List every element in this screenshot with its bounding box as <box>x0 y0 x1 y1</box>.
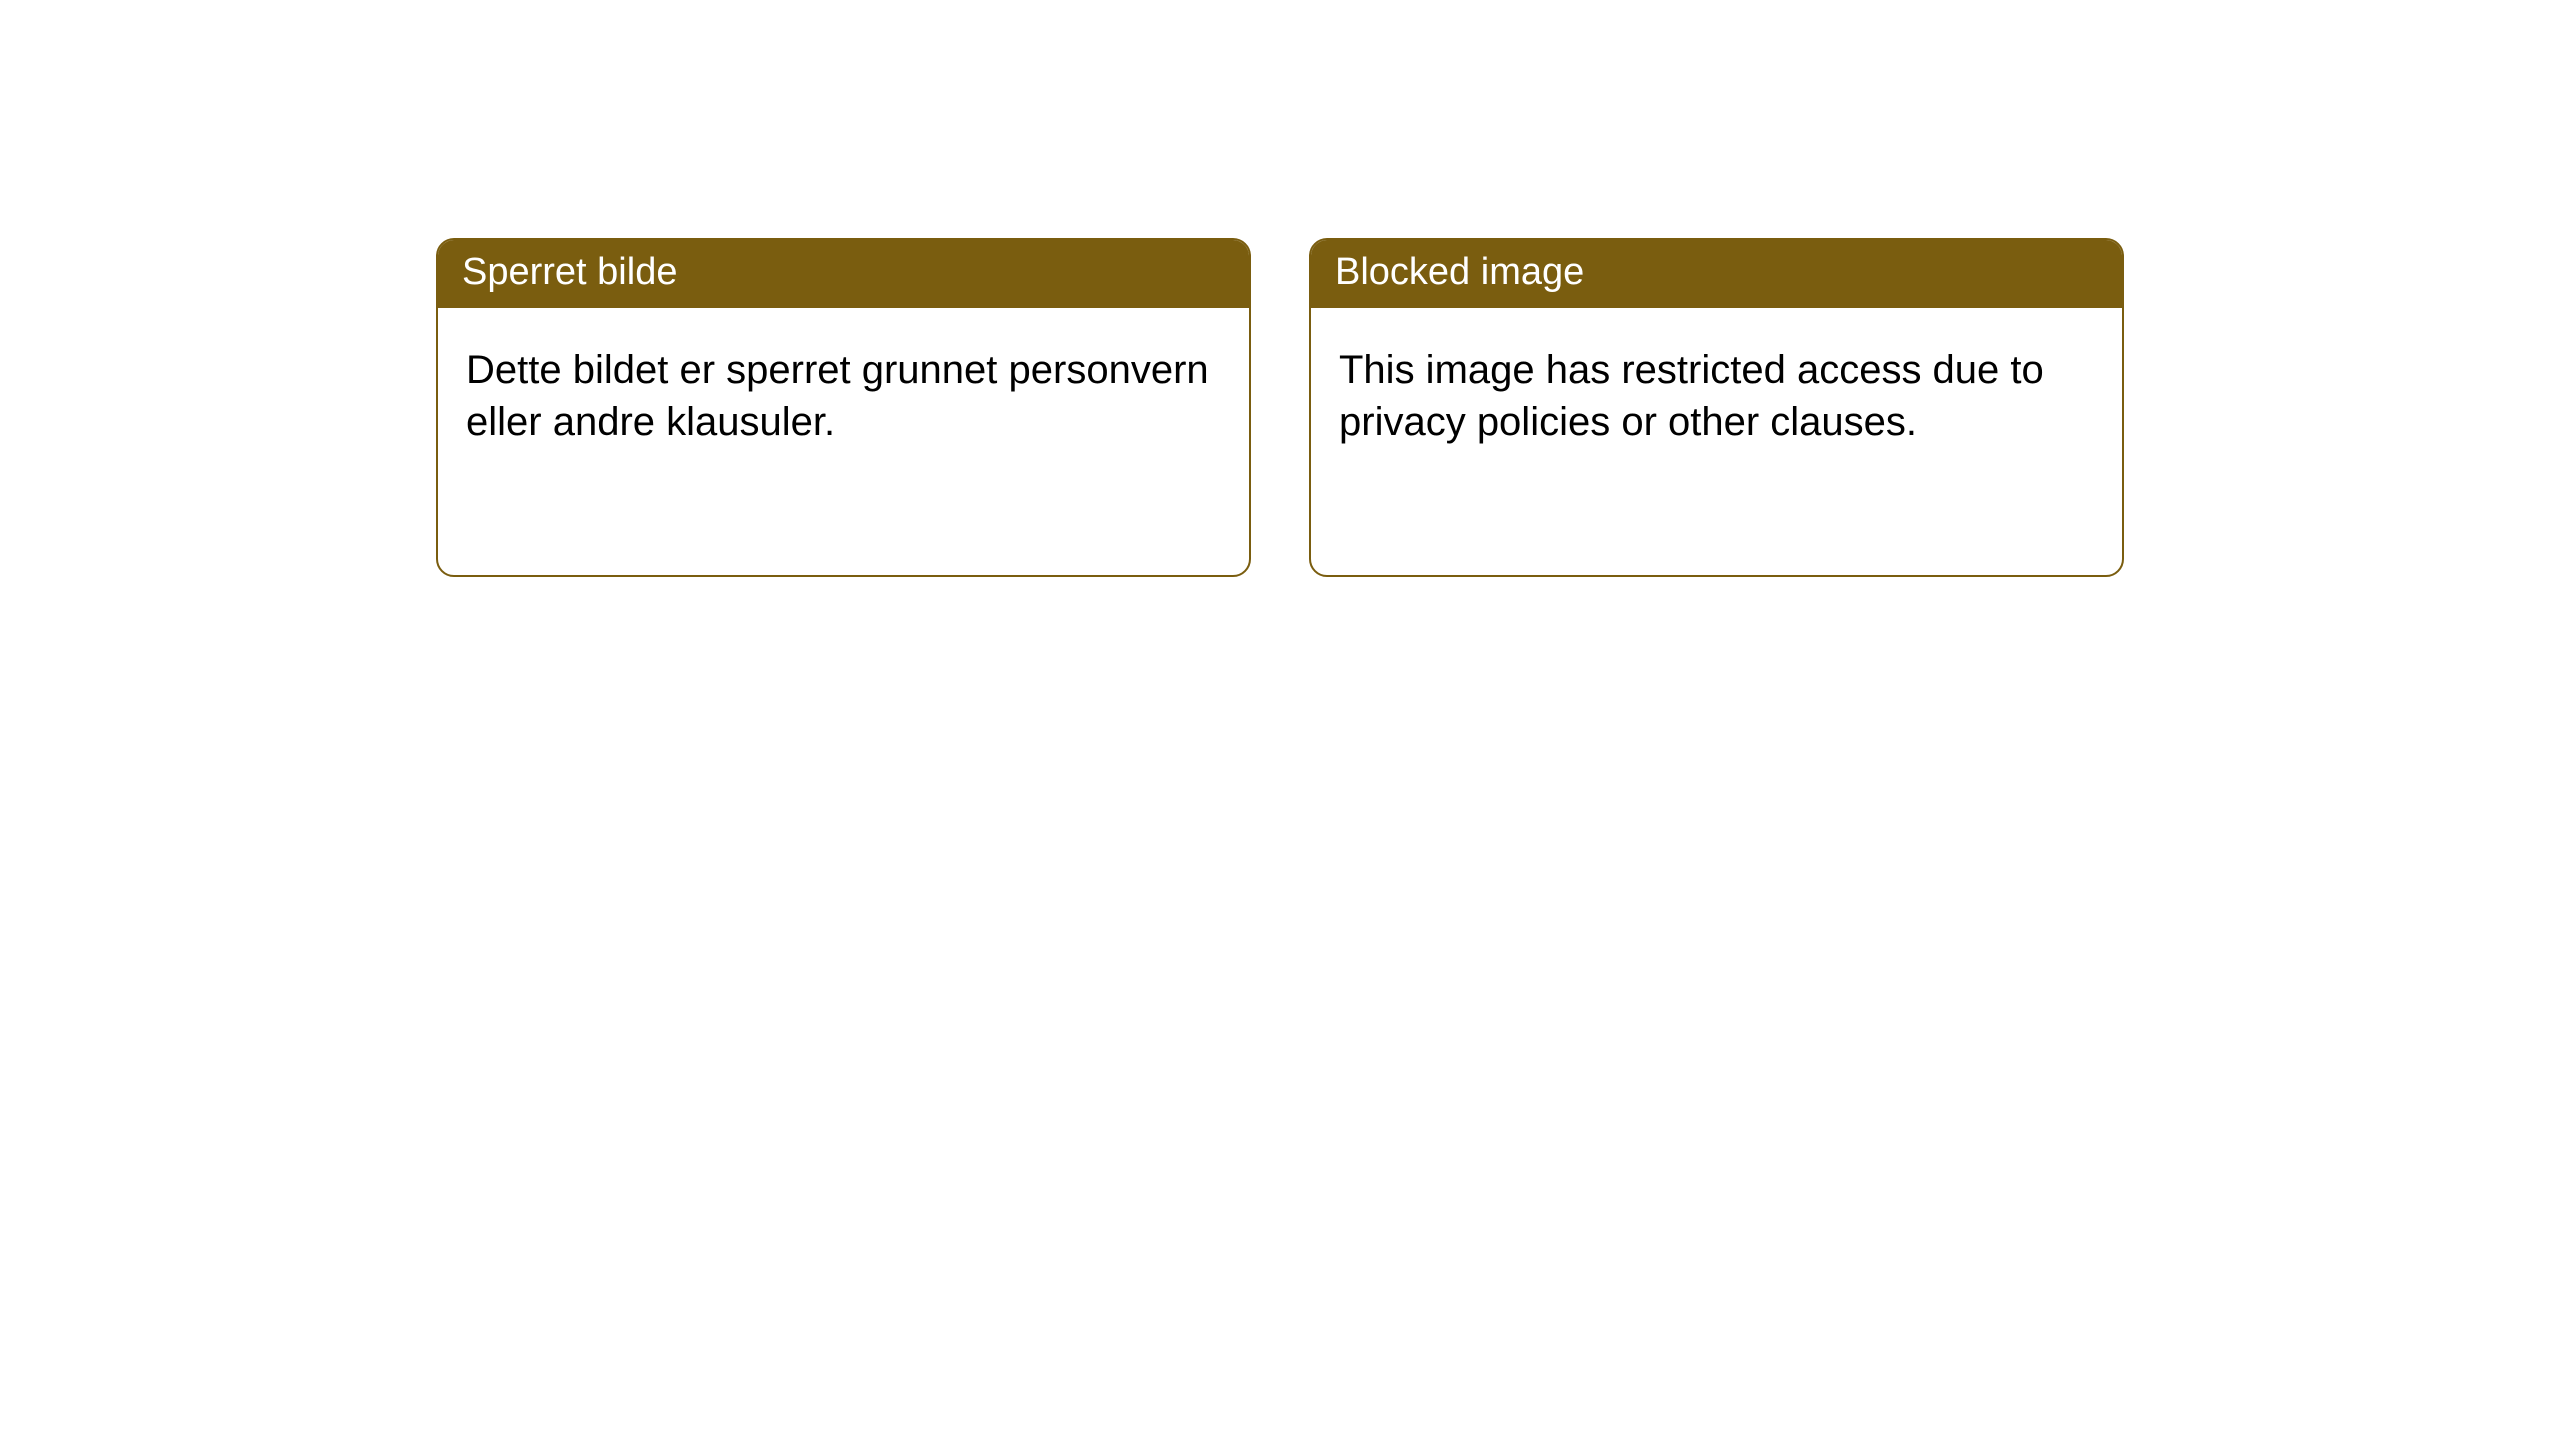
notice-cards-row: Sperret bilde Dette bildet er sperret gr… <box>0 238 2560 577</box>
card-header-norwegian: Sperret bilde <box>438 240 1249 308</box>
blocked-image-card-norwegian: Sperret bilde Dette bildet er sperret gr… <box>436 238 1251 577</box>
card-body-norwegian: Dette bildet er sperret grunnet personve… <box>438 308 1249 478</box>
blocked-image-card-english: Blocked image This image has restricted … <box>1309 238 2124 577</box>
card-header-english: Blocked image <box>1311 240 2122 308</box>
card-body-english: This image has restricted access due to … <box>1311 308 2122 478</box>
